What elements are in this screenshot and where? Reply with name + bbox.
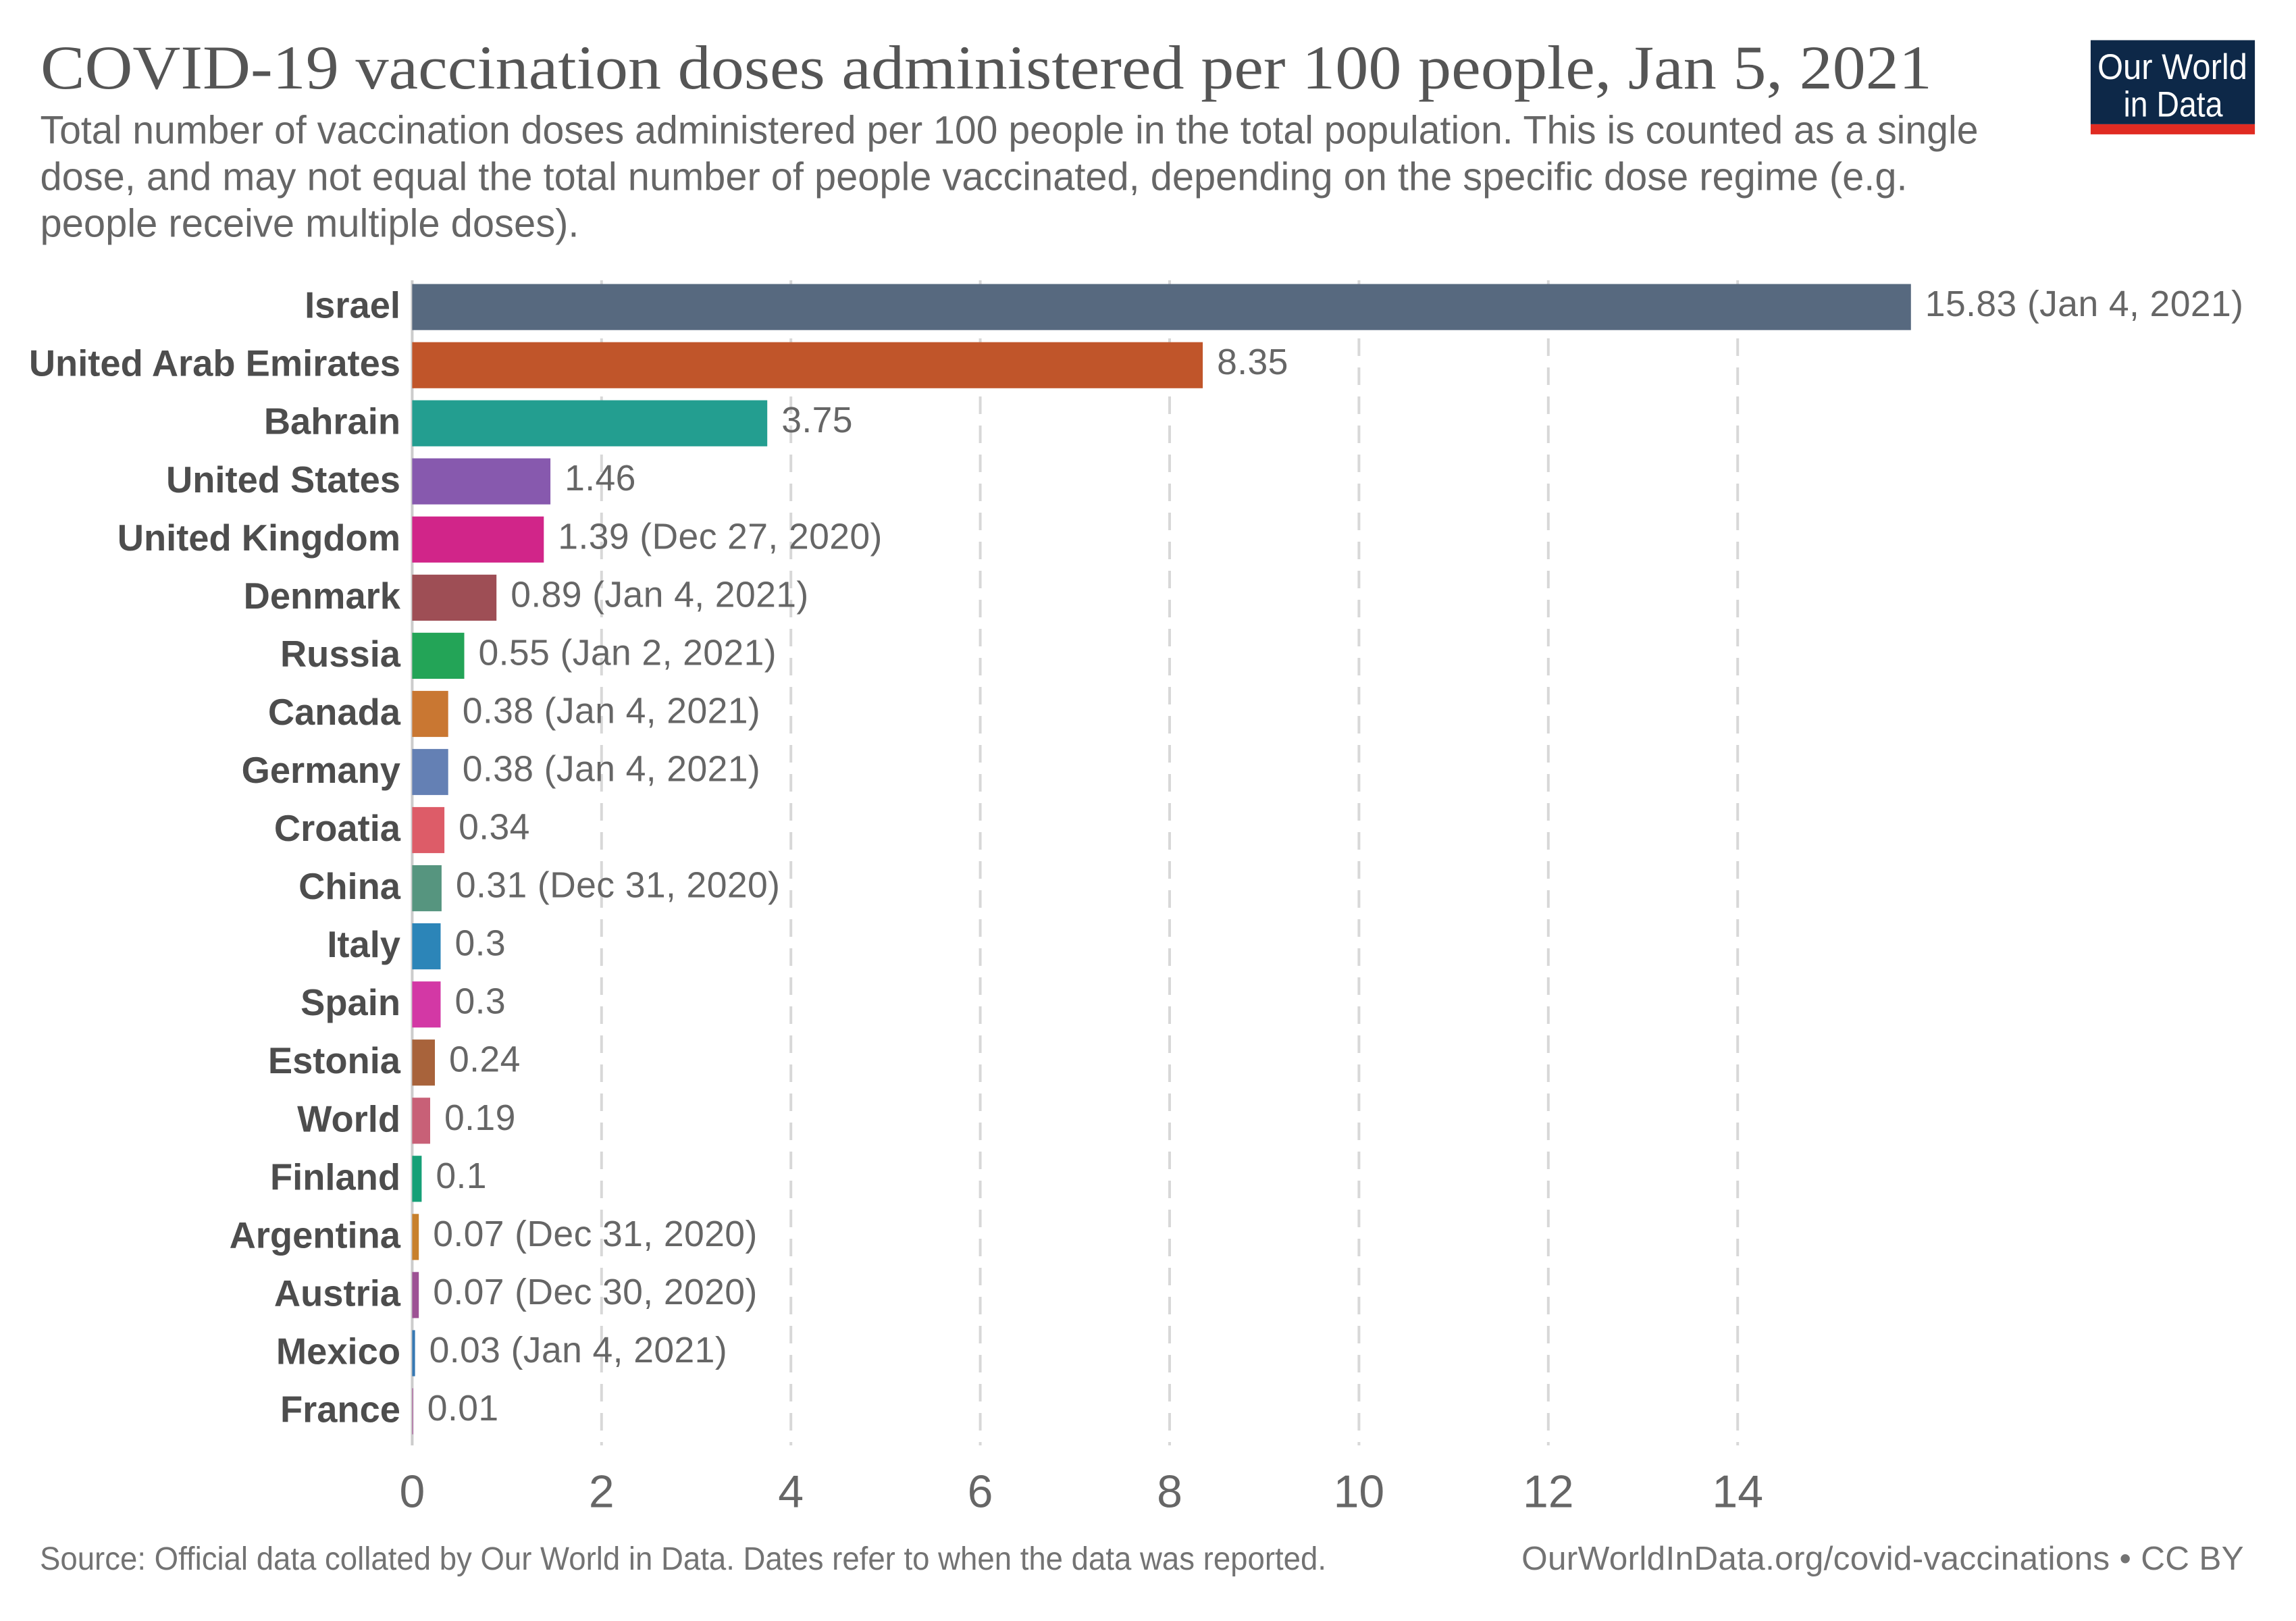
svg-text:in Data: in Data [2124,84,2223,124]
svg-text:8.35: 8.35 [1217,342,1288,382]
svg-text:China: China [298,866,401,907]
svg-text:World: World [297,1098,400,1139]
svg-text:Denmark: Denmark [244,575,401,617]
svg-text:1.39 (Dec 27, 2020): 1.39 (Dec 27, 2020) [558,517,882,557]
svg-text:6: 6 [968,1466,993,1518]
svg-text:United Kingdom: United Kingdom [118,517,400,559]
svg-text:0.01: 0.01 [427,1389,499,1429]
svg-text:0: 0 [399,1466,425,1518]
svg-text:0.1: 0.1 [436,1156,487,1196]
svg-text:Italy: Italy [327,924,400,965]
svg-text:United Arab Emirates: United Arab Emirates [29,343,400,384]
svg-text:0.55 (Jan 2, 2021): 0.55 (Jan 2, 2021) [479,633,777,673]
svg-text:8: 8 [1157,1466,1182,1518]
svg-text:2: 2 [589,1466,615,1518]
svg-text:OurWorldInData.org/covid-vacci: OurWorldInData.org/covid-vaccinations • … [1521,1540,2244,1577]
svg-text:Austria: Austria [274,1272,401,1314]
svg-text:0.31 (Dec 31, 2020): 0.31 (Dec 31, 2020) [456,866,780,906]
svg-text:3.75: 3.75 [781,401,853,440]
svg-text:Spain: Spain [301,982,400,1023]
svg-text:France: France [280,1389,400,1431]
svg-text:0.07 (Dec 31, 2020): 0.07 (Dec 31, 2020) [433,1214,757,1254]
svg-text:Germany: Germany [242,750,400,791]
svg-text:4: 4 [778,1466,804,1518]
svg-text:0.3: 0.3 [455,982,506,1022]
svg-text:COVID-19 vaccination doses adm: COVID-19 vaccination doses administered … [41,33,1932,102]
svg-text:14: 14 [1712,1466,1763,1518]
svg-text:Croatia: Croatia [274,808,401,849]
svg-text:0.34: 0.34 [459,808,530,848]
svg-text:Russia: Russia [280,634,401,675]
svg-text:people receive multiple doses): people receive multiple doses). [41,202,579,246]
svg-text:0.38 (Jan 4, 2021): 0.38 (Jan 4, 2021) [463,692,760,731]
svg-text:Estonia: Estonia [268,1040,401,1081]
svg-text:Bahrain: Bahrain [264,401,400,442]
svg-text:Our World: Our World [2097,47,2247,87]
svg-text:12: 12 [1523,1466,1574,1518]
svg-text:0.07 (Dec 30, 2020): 0.07 (Dec 30, 2020) [433,1272,757,1312]
svg-text:Source: Official data collated: Source: Official data collated by Our Wo… [40,1541,1326,1577]
svg-text:Mexico: Mexico [276,1331,400,1372]
svg-text:Canada: Canada [268,692,401,733]
svg-text:1.46: 1.46 [565,459,636,498]
svg-text:Argentina: Argentina [230,1214,401,1256]
svg-text:10: 10 [1334,1466,1385,1518]
svg-text:0.3: 0.3 [455,924,506,964]
svg-text:United States: United States [166,459,400,500]
svg-text:dose, and may not equal the to: dose, and may not equal the total number… [41,155,1908,199]
svg-text:0.24: 0.24 [449,1040,521,1080]
svg-text:Total number of vaccination do: Total number of vaccination doses admini… [41,109,1979,153]
svg-text:0.03 (Jan 4, 2021): 0.03 (Jan 4, 2021) [429,1331,727,1370]
svg-text:0.19: 0.19 [444,1098,516,1138]
svg-text:0.38 (Jan 4, 2021): 0.38 (Jan 4, 2021) [463,750,760,790]
svg-text:Finland: Finland [270,1156,400,1198]
svg-text:15.83 (Jan 4, 2021): 15.83 (Jan 4, 2021) [1925,284,2244,324]
svg-text:0.89 (Jan 4, 2021): 0.89 (Jan 4, 2021) [511,575,808,615]
svg-text:Israel: Israel [305,285,400,326]
